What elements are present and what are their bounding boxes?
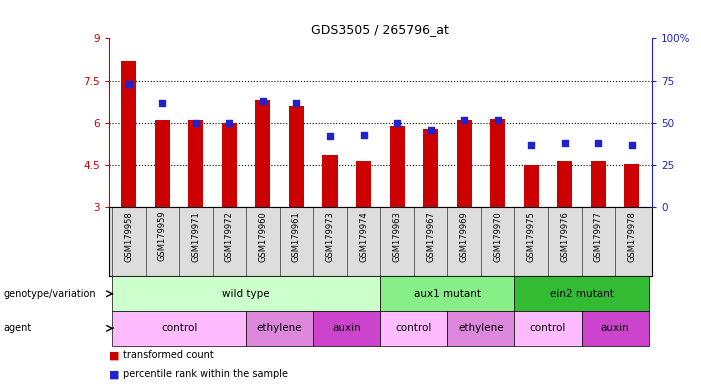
Text: ■: ■ xyxy=(109,350,119,360)
Text: genotype/variation: genotype/variation xyxy=(4,289,96,299)
Point xyxy=(291,99,302,106)
Text: GSM179976: GSM179976 xyxy=(560,211,569,262)
Bar xyxy=(515,276,648,311)
Text: control: control xyxy=(530,323,566,333)
Point xyxy=(358,132,369,138)
Bar xyxy=(356,161,371,207)
Text: agent: agent xyxy=(4,323,32,333)
Bar xyxy=(591,161,606,207)
Text: GSM179961: GSM179961 xyxy=(292,211,301,262)
Point xyxy=(559,140,571,146)
Bar xyxy=(390,126,404,207)
Text: ethylene: ethylene xyxy=(458,323,504,333)
Text: GSM179972: GSM179972 xyxy=(225,211,234,262)
Bar xyxy=(189,120,203,207)
Bar xyxy=(112,276,381,311)
Point xyxy=(391,120,402,126)
Bar xyxy=(255,100,271,207)
Text: control: control xyxy=(395,323,432,333)
Bar xyxy=(456,120,472,207)
Point xyxy=(157,99,168,106)
Point xyxy=(325,133,336,139)
Bar xyxy=(322,155,338,207)
Text: GSM179963: GSM179963 xyxy=(393,211,402,262)
Point xyxy=(224,120,235,126)
Text: GSM179978: GSM179978 xyxy=(627,211,637,262)
Text: auxin: auxin xyxy=(601,323,629,333)
Text: GSM179967: GSM179967 xyxy=(426,211,435,262)
Bar xyxy=(557,161,572,207)
Text: percentile rank within the sample: percentile rank within the sample xyxy=(123,369,287,379)
Bar xyxy=(155,120,170,207)
Text: GSM179975: GSM179975 xyxy=(526,211,536,262)
Text: GSM179969: GSM179969 xyxy=(460,211,469,262)
Point xyxy=(526,142,537,148)
Bar xyxy=(423,129,438,207)
Text: GSM179960: GSM179960 xyxy=(259,211,267,262)
Bar xyxy=(515,311,582,346)
Text: GSM179973: GSM179973 xyxy=(325,211,334,262)
Bar xyxy=(582,311,648,346)
Text: ethylene: ethylene xyxy=(257,323,303,333)
Text: ein2 mutant: ein2 mutant xyxy=(550,289,613,299)
Text: GSM179970: GSM179970 xyxy=(494,211,502,262)
Bar xyxy=(625,164,639,207)
Bar xyxy=(490,119,505,207)
Point xyxy=(123,81,135,87)
Bar xyxy=(121,61,136,207)
Text: GSM179971: GSM179971 xyxy=(191,211,200,262)
Bar xyxy=(313,311,381,346)
Point xyxy=(257,98,268,104)
Bar xyxy=(381,311,447,346)
Bar xyxy=(112,311,246,346)
Bar xyxy=(246,311,313,346)
Bar xyxy=(381,276,515,311)
Point xyxy=(190,120,201,126)
Point xyxy=(492,116,503,122)
Text: transformed count: transformed count xyxy=(123,350,213,360)
Text: GSM179974: GSM179974 xyxy=(359,211,368,262)
Point xyxy=(592,140,604,146)
Point xyxy=(425,127,436,133)
Point xyxy=(626,142,637,148)
Text: control: control xyxy=(161,323,197,333)
Text: wild type: wild type xyxy=(222,289,270,299)
Text: GSM179959: GSM179959 xyxy=(158,211,167,262)
Text: aux1 mutant: aux1 mutant xyxy=(414,289,481,299)
Bar xyxy=(289,106,304,207)
Text: GSM179977: GSM179977 xyxy=(594,211,603,262)
Title: GDS3505 / 265796_at: GDS3505 / 265796_at xyxy=(311,23,449,36)
Bar xyxy=(524,165,539,207)
Bar xyxy=(447,311,515,346)
Text: auxin: auxin xyxy=(332,323,361,333)
Bar xyxy=(222,123,237,207)
Text: ■: ■ xyxy=(109,369,119,379)
Point xyxy=(458,116,470,122)
Text: GSM179958: GSM179958 xyxy=(124,211,133,262)
